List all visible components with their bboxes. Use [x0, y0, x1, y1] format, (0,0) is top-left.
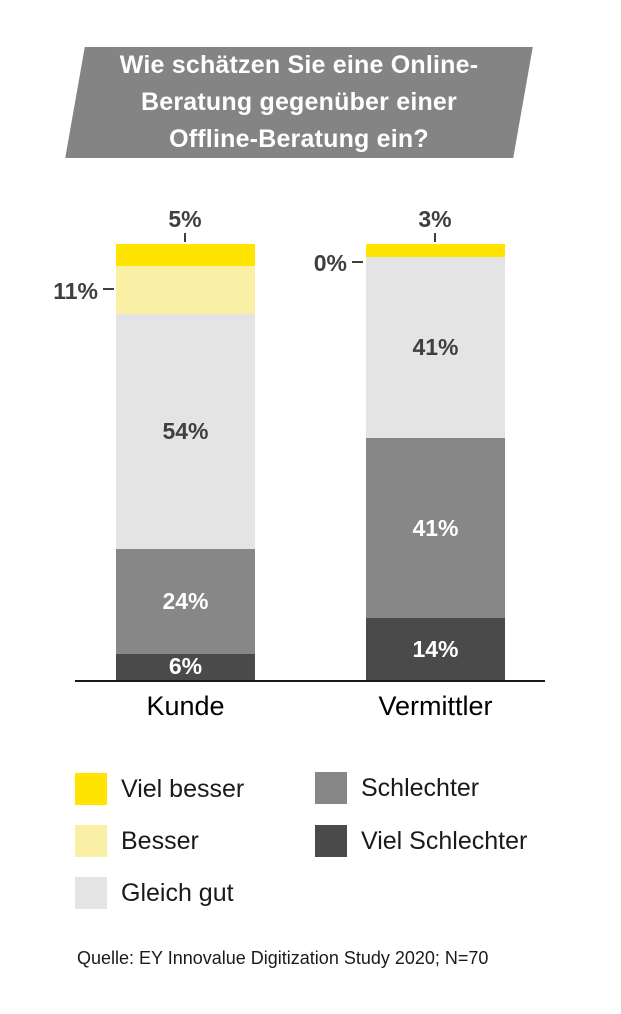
category-label-kunde: Kunde — [146, 691, 225, 721]
legend-label-gleich-gut: Gleich gut — [121, 878, 234, 907]
bar-segment-gleich-gut: 54% — [116, 313, 255, 550]
chart-title-box: Wie schätzen Sie eine Online- Beratung g… — [65, 47, 533, 158]
segment-value-label: 41% — [412, 514, 459, 541]
legend-swatch-viel-besser — [75, 773, 107, 805]
segment-value-label: 41% — [412, 333, 459, 360]
vermittler-besser-label: 0% — [313, 250, 347, 276]
kunde-besser-label: 11% — [53, 278, 98, 304]
legend-item-viel-schlechter: Viel Schlechter — [315, 825, 527, 857]
legend-item-besser: Besser — [75, 825, 199, 857]
kunde-besser-dash — [103, 288, 114, 290]
vermittler-label-tick — [434, 233, 436, 242]
legend-label-schlechter: Schlechter — [361, 773, 480, 802]
vermittler-viel-besser-label: 3% — [418, 206, 452, 232]
title-line-1: Wie schätzen Sie eine Online- — [119, 51, 479, 79]
segment-value-label: 14% — [412, 635, 459, 662]
legend-swatch-schlechter — [315, 772, 347, 804]
x-axis-line — [75, 680, 545, 682]
category-label-vermittler: Vermittler — [378, 691, 493, 721]
bar-segment-schlechter: 41% — [366, 437, 505, 619]
bar-segment-viel-schlechter: 6% — [116, 653, 255, 680]
legend-swatch-gleich-gut — [75, 877, 107, 909]
segment-value-label: 54% — [162, 417, 209, 444]
legend-swatch-besser — [75, 825, 107, 857]
kunde-viel-besser-label: 5% — [168, 206, 202, 232]
bar-segment-viel-besser — [116, 244, 255, 266]
segment-value-label: 6% — [168, 653, 203, 680]
bar-segment-viel-besser — [366, 244, 505, 258]
kunde-label-tick — [184, 233, 186, 242]
segment-value-label: 24% — [162, 588, 209, 614]
legend-label-viel-besser: Viel besser — [121, 774, 245, 803]
legend-item-schlechter: Schlechter — [315, 772, 479, 804]
source-note: Quelle: EY Innovalue Digitization Study … — [77, 948, 489, 968]
bar-segment-schlechter: 24% — [116, 549, 255, 654]
vermittler-besser-dash — [352, 261, 363, 263]
bar-segment-besser — [116, 265, 255, 314]
title-line-3: Offline-Beratung ein? — [169, 125, 429, 153]
stacked-bar-kunde: 54% 24% 6% — [116, 244, 255, 680]
legend-item-viel-besser: Viel besser — [75, 773, 244, 805]
stacked-bar-vermittler: 41% 41% 14% — [366, 244, 505, 680]
title-line-2: Beratung gegenüber einer — [141, 88, 457, 116]
legend-item-gleich-gut: Gleich gut — [75, 877, 234, 909]
legend-label-besser: Besser — [121, 826, 199, 855]
chart-title: Wie schätzen Sie eine Online- Beratung g… — [75, 47, 523, 158]
legend-label-viel-schlechter: Viel Schlechter — [361, 826, 528, 855]
bar-segment-viel-schlechter: 14% — [366, 618, 505, 680]
legend-swatch-viel-schlechter — [315, 825, 347, 857]
bar-segment-gleich-gut: 41% — [366, 257, 505, 438]
